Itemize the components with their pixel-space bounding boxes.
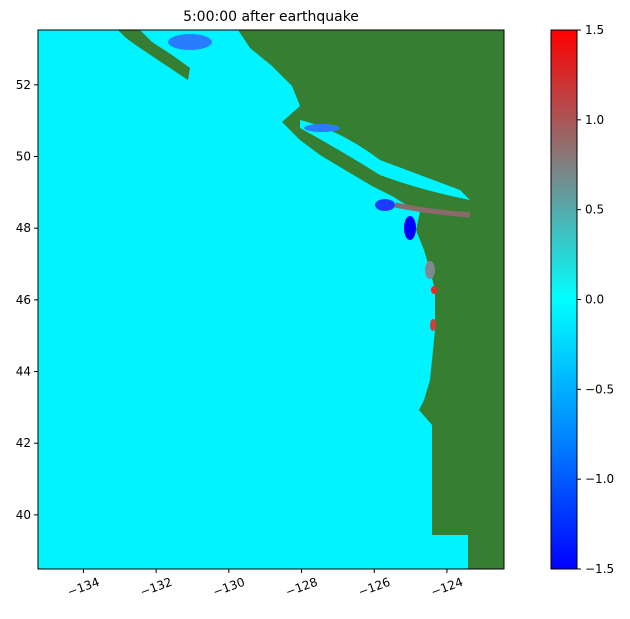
colorbar-tick-label: −1.5	[585, 562, 614, 576]
y-tick-label: 46	[16, 293, 31, 307]
y-tick-label: 48	[16, 221, 31, 235]
colorbar-tick-label: 1.0	[585, 113, 604, 127]
y-tick-label: 40	[16, 508, 31, 522]
water-features	[168, 34, 471, 331]
x-tick-label: −128	[284, 575, 320, 599]
y-tick-label: 52	[16, 78, 31, 92]
colorbar-tick-label: −1.0	[585, 472, 614, 486]
y-tick-label: 50	[16, 150, 31, 164]
x-tick-label: −134	[66, 575, 102, 599]
colorbar-tick-label: 0.5	[585, 203, 604, 217]
colorbar-tick-label: −0.5	[585, 382, 614, 396]
x-tick-label: −130	[211, 575, 247, 599]
y-tick-label: 42	[16, 436, 31, 450]
y-tick-label: 44	[16, 365, 31, 379]
x-tick-label: −132	[138, 575, 174, 599]
colorbar-tick-label: 0.0	[585, 293, 604, 307]
colorbar	[550, 29, 578, 570]
chart-title: 5:00:00 after earthquake	[183, 9, 359, 25]
x-tick-label: −126	[356, 575, 392, 599]
colorbar-tick-label: 1.5	[585, 23, 604, 37]
land	[118, 30, 504, 569]
x-tick-label: −124	[429, 575, 465, 599]
